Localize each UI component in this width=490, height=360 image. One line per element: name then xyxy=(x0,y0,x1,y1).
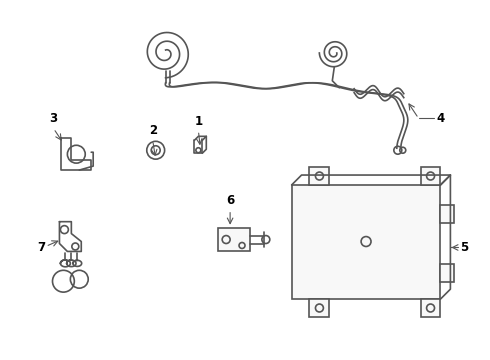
Bar xyxy=(420,167,441,185)
Text: 4: 4 xyxy=(437,112,445,125)
Bar xyxy=(310,299,329,317)
Bar xyxy=(441,264,454,282)
Text: 7: 7 xyxy=(38,241,46,254)
Bar xyxy=(441,205,454,223)
Bar xyxy=(292,185,441,299)
Text: 1: 1 xyxy=(195,116,202,129)
Text: 2: 2 xyxy=(148,124,157,137)
Text: 6: 6 xyxy=(226,194,234,207)
Text: 3: 3 xyxy=(49,112,57,125)
Bar xyxy=(218,228,250,251)
Text: 5: 5 xyxy=(460,241,468,254)
Bar xyxy=(310,167,329,185)
Bar xyxy=(420,299,441,317)
